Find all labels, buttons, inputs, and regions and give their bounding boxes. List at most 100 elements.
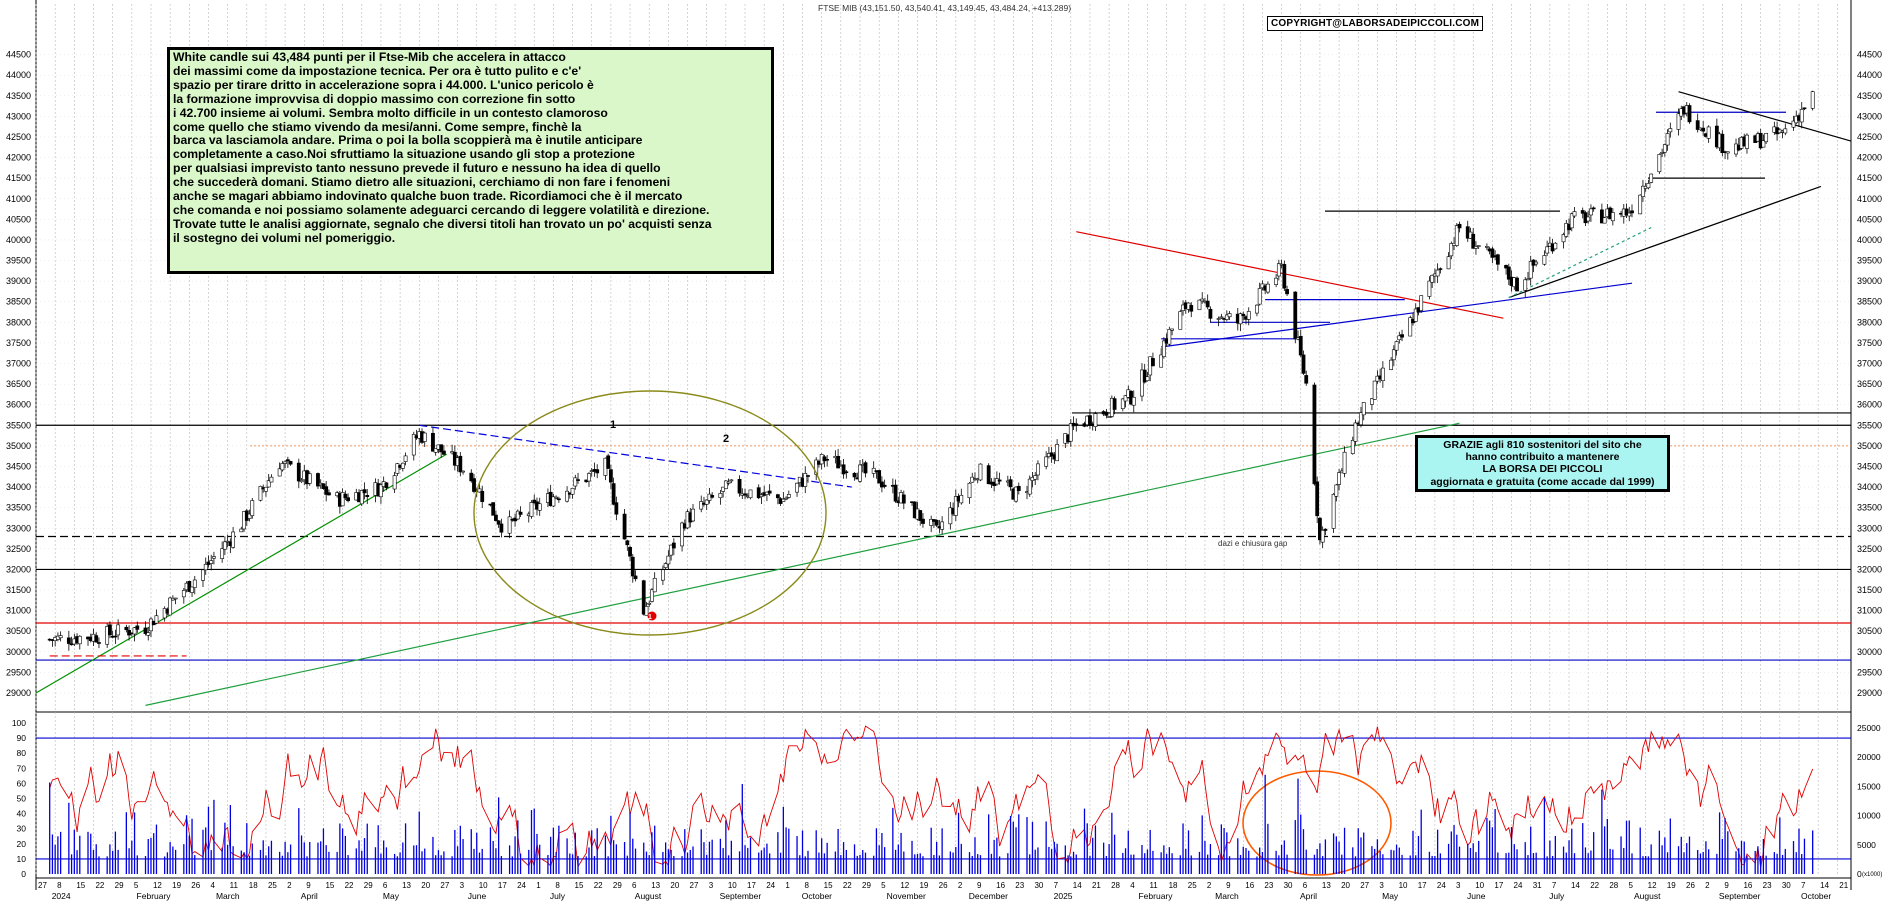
- candle-body: [1227, 313, 1232, 318]
- candle-body: [721, 486, 726, 492]
- day-label: 7: [1054, 881, 1059, 890]
- candle-body: [1569, 213, 1574, 229]
- candle-body: [1167, 329, 1172, 345]
- volume-tick-label: 25000: [1857, 723, 1881, 733]
- day-label: 9: [1226, 881, 1231, 890]
- day-label: 24: [1514, 881, 1523, 890]
- candle-body: [384, 482, 389, 489]
- supporters-thanks-box: GRAZIE agli 810 sostenitori del sito che…: [1415, 435, 1670, 492]
- candle-body: [1591, 207, 1596, 210]
- price-tick-label-left: 40500: [6, 214, 31, 224]
- comment-line: completamente a caso.Noi sfruttiamo la s…: [173, 147, 635, 162]
- day-label: 2: [1207, 881, 1212, 890]
- day-label: 23: [1763, 881, 1772, 890]
- day-label: 26: [939, 881, 948, 890]
- candle-body: [1342, 451, 1347, 474]
- copyright-label[interactable]: COPYRIGHT@LABORSADEIPICCOLI.COM: [1267, 16, 1484, 31]
- day-label: 15: [824, 881, 833, 890]
- candle-body: [283, 461, 288, 464]
- candle-body: [1449, 243, 1454, 257]
- candle-body: [296, 462, 301, 482]
- month-label: June: [1467, 891, 1486, 901]
- candle-body: [1276, 263, 1281, 277]
- candle-body: [647, 602, 652, 605]
- candle-body: [825, 458, 830, 461]
- candle-body: [1649, 173, 1654, 183]
- candle-body: [190, 586, 194, 593]
- candle-body: [1471, 233, 1476, 249]
- candle-body: [611, 483, 616, 505]
- candle-body: [1142, 369, 1147, 383]
- day-label: 9: [977, 881, 982, 890]
- price-tick-label-right: 29000: [1857, 688, 1882, 698]
- comment-line: il sostegno dei volumi nel pomeriggio.: [173, 230, 396, 245]
- price-tick-label-left: 32500: [6, 544, 31, 554]
- candle-body: [1274, 277, 1279, 285]
- candle-body: [775, 494, 780, 499]
- low-marker-dot: [647, 611, 657, 621]
- candle-body: [1145, 376, 1150, 382]
- candle-body: [515, 510, 520, 520]
- candle-body: [1665, 133, 1670, 146]
- candle-body: [669, 544, 674, 556]
- comment-line: i 42.700 insieme ai volumi. Sembra molto…: [173, 105, 608, 120]
- day-label: 3: [1456, 881, 1461, 890]
- candle-body: [1370, 398, 1374, 405]
- candle-body: [461, 470, 465, 473]
- volume-spike-ellipse: [1242, 770, 1392, 876]
- candle-body: [1044, 456, 1049, 467]
- candle-body: [661, 569, 665, 581]
- price-tick-label-right: 38000: [1857, 317, 1882, 327]
- candle-body: [841, 464, 846, 475]
- day-label: 30: [1284, 881, 1293, 890]
- candle-body: [264, 486, 268, 492]
- candle-body: [1446, 256, 1451, 270]
- candle-body: [921, 518, 925, 524]
- comment-line: per qualsiasi imprevisto tanto nessuno p…: [173, 161, 661, 176]
- candle-body: [1359, 412, 1363, 426]
- candle-body: [680, 522, 684, 547]
- candle-body: [986, 465, 991, 485]
- candle-body: [1687, 105, 1692, 123]
- candle-body: [743, 493, 747, 496]
- candle-body: [1761, 140, 1766, 148]
- oscillator-tick-label: 30: [17, 824, 27, 834]
- trend-line: [1508, 227, 1652, 299]
- price-tick-label-left: 36000: [6, 400, 31, 410]
- candle-body: [496, 520, 501, 525]
- candle-body: [691, 508, 695, 522]
- candle-body: [1802, 107, 1807, 110]
- month-label: June: [468, 891, 487, 901]
- price-tick-label-right: 30500: [1857, 626, 1882, 636]
- candle-body: [625, 540, 630, 546]
- candle-body: [1016, 485, 1021, 491]
- day-label: 23: [1015, 881, 1024, 890]
- price-tick-label-left: 29000: [6, 688, 31, 698]
- day-label: 14: [1820, 881, 1829, 890]
- comment-line: la formazione improvvisa di doppio massi…: [173, 91, 576, 106]
- day-label: 27: [38, 881, 47, 890]
- candle-body: [1397, 335, 1402, 341]
- day-label: 17: [747, 881, 756, 890]
- day-label: 13: [1322, 881, 1331, 890]
- day-label: 10: [1475, 881, 1484, 890]
- day-label: 16: [1245, 881, 1254, 890]
- candle-body: [192, 579, 197, 588]
- day-label: 10: [1399, 881, 1408, 890]
- price-tick-label-right: 43000: [1857, 111, 1882, 121]
- thanks-line: aggiornata e gratuita (come accade dal 1…: [1430, 475, 1655, 488]
- candle-body: [556, 498, 561, 501]
- price-tick-label-right: 35000: [1857, 441, 1882, 451]
- candle-body: [1093, 413, 1098, 427]
- candle-body: [77, 635, 82, 645]
- day-label: 15: [575, 881, 584, 890]
- price-tick-label-left: 33500: [6, 503, 31, 513]
- day-label: 6: [1303, 881, 1308, 890]
- candle-body: [1419, 295, 1424, 311]
- price-tick-label-right: 33500: [1857, 503, 1882, 513]
- day-label: 10: [728, 881, 737, 890]
- day-label: 25: [1188, 881, 1197, 890]
- price-tick-label-left: 32000: [6, 564, 31, 574]
- candle-body: [1454, 225, 1459, 246]
- day-label: 7: [1801, 881, 1806, 890]
